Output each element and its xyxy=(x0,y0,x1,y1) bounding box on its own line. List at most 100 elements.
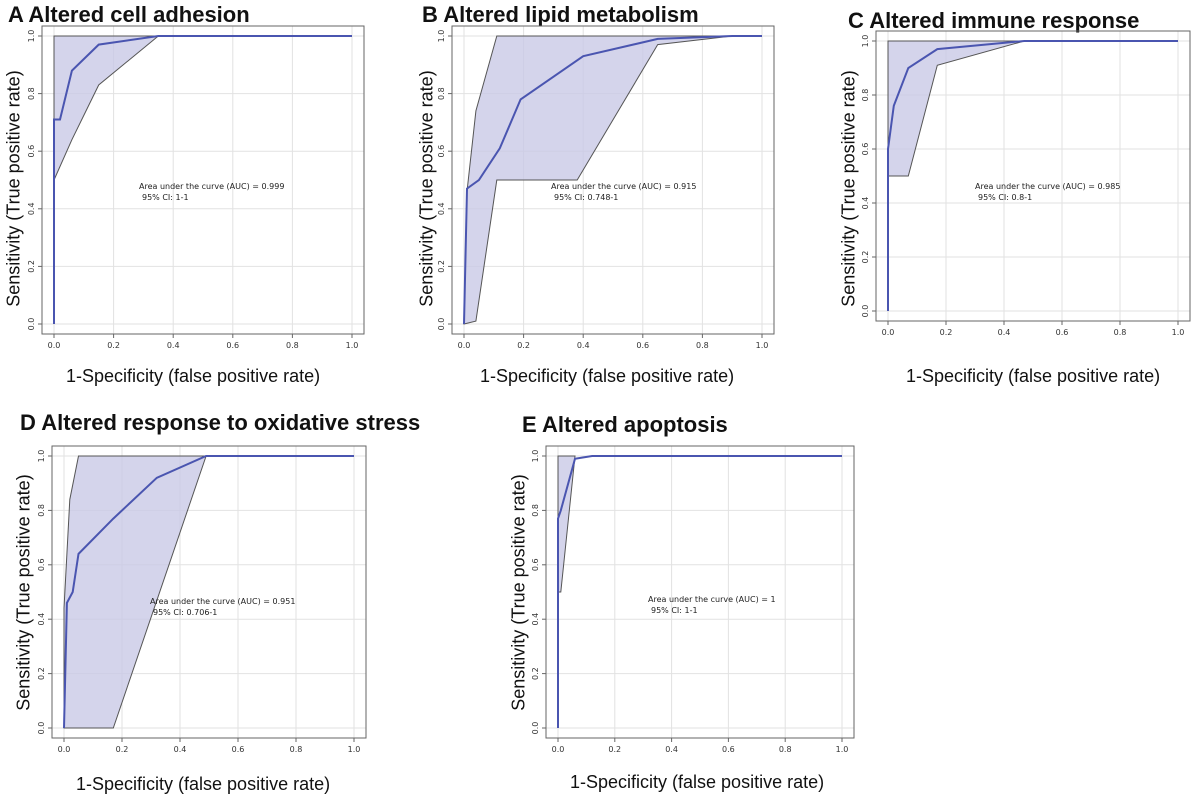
y-tick-label-c: 0.8 xyxy=(861,89,870,102)
roc-plot-c: 0.0 0.2 0.4 0.6 0.8 1.0 0.0 0.2 0.4 0.6 0.8 1.0 xyxy=(861,30,1191,337)
roc-curve-c xyxy=(887,40,1178,311)
x-tick-label-a: 0.6 xyxy=(226,341,239,350)
x-tick-label-a: 0.0 xyxy=(48,341,61,350)
x-tick-label-d: 1.0 xyxy=(348,745,361,754)
y-axis-label-b: Sensitivity (True positive rate) xyxy=(416,70,437,307)
roc-plot-d: 0.0 0.2 0.4 0.6 0.8 1.0 0.0 0.2 0.4 0.6 0.8 1.0 xyxy=(37,445,367,754)
plot-frame-d xyxy=(51,445,367,739)
x-tick-label-b: 0.6 xyxy=(636,341,649,350)
panel-title-b: B Altered lipid metabolism xyxy=(422,2,699,27)
x-tick-label-b: 0.2 xyxy=(517,341,530,350)
auc-annotation-c: Area under the curve (AUC) = 0.985 95% C… xyxy=(975,182,1121,202)
x-axis-label-a: 1-Specificity (false positive rate) xyxy=(66,366,321,386)
x-tick-label-d: 0.0 xyxy=(58,745,71,754)
y-tick-label-e: 1.0 xyxy=(531,450,540,463)
x-tick-label-c: 0.0 xyxy=(882,328,895,337)
x-tick-label-a: 1.0 xyxy=(346,341,359,350)
y-tick-label-a: 0.2 xyxy=(27,260,36,273)
x-tick-label-d: 0.8 xyxy=(290,745,303,754)
x-tick-label-b: 0.8 xyxy=(696,341,709,350)
x-tick-label-c: 0.4 xyxy=(998,328,1011,337)
y-tick-label-d: 0.8 xyxy=(37,504,46,517)
x-tick-label-e: 0.6 xyxy=(722,745,735,754)
y-tick-label-b: 0.2 xyxy=(437,260,446,273)
roc-plot-b: 0.0 0.2 0.4 0.6 0.8 1.0 0.0 0.2 0.4 0.6 0.8 1.0 xyxy=(437,25,775,350)
y-tick-label-e: 0.8 xyxy=(531,504,540,517)
roc-plot-a: 0.0 0.2 0.4 0.6 0.8 1.0 0.0 0.2 0.4 0.6 0.8 1.0 xyxy=(27,25,365,350)
y-tick-label-c: 1.0 xyxy=(861,35,870,48)
auc-annotation-d: Area under the curve (AUC) = 0.951 95% C… xyxy=(150,597,296,617)
y-tick-label-d: 0.6 xyxy=(37,558,46,571)
ci-band-e xyxy=(557,455,576,593)
y-tick-label-a: 1.0 xyxy=(27,30,36,43)
y-tick-label-a: 0.0 xyxy=(27,318,36,331)
y-axis-label-c: Sensitivity (True positive rate) xyxy=(838,70,859,307)
x-tick-label-b: 0.4 xyxy=(577,341,590,350)
x-tick-label-d: 0.4 xyxy=(174,745,187,754)
ci-band-c xyxy=(887,40,1025,177)
y-tick-label-b: 0.6 xyxy=(437,145,446,158)
ci-band-d xyxy=(63,455,207,729)
y-tick-label-d: 1.0 xyxy=(37,450,46,463)
x-tick-label-d: 0.6 xyxy=(232,745,245,754)
y-axis-label-a: Sensitivity (True positive rate) xyxy=(3,70,24,307)
x-axis-label-d: 1-Specificity (false positive rate) xyxy=(76,774,331,794)
y-tick-label-b: 0.4 xyxy=(437,202,446,215)
x-tick-label-b: 0.0 xyxy=(458,341,471,350)
y-tick-label-e: 0.0 xyxy=(531,722,540,735)
y-tick-label-d: 0.4 xyxy=(37,613,46,626)
y-tick-label-e: 0.6 xyxy=(531,558,540,571)
plot-frame-e xyxy=(545,445,855,739)
y-tick-label-b: 0.8 xyxy=(437,87,446,100)
panel-title-e: E Altered apoptosis xyxy=(522,412,728,437)
x-tick-label-e: 0.4 xyxy=(665,745,678,754)
x-tick-label-e: 1.0 xyxy=(836,745,849,754)
x-tick-label-e: 0.8 xyxy=(779,745,792,754)
x-axis-label-b: 1-Specificity (false positive rate) xyxy=(480,366,735,386)
auc-annotation-a: Area under the curve (AUC) = 0.999 95% C… xyxy=(139,182,285,202)
x-tick-label-c: 0.8 xyxy=(1114,328,1127,337)
x-tick-label-a: 0.4 xyxy=(167,341,180,350)
roc-curve-e xyxy=(557,455,842,728)
x-tick-label-e: 0.2 xyxy=(608,745,621,754)
x-tick-label-c: 0.6 xyxy=(1056,328,1069,337)
roc-curve-b xyxy=(463,35,762,325)
y-tick-label-c: 0.0 xyxy=(861,305,870,318)
y-tick-label-b: 1.0 xyxy=(437,30,446,43)
x-axis-label-c: 1-Specificity (false positive rate) xyxy=(906,366,1161,386)
plot-frame-a xyxy=(41,25,365,335)
x-tick-label-c: 1.0 xyxy=(1172,328,1185,337)
y-tick-label-b: 0.0 xyxy=(437,318,446,331)
y-tick-label-c: 0.4 xyxy=(861,197,870,210)
y-tick-label-c: 0.2 xyxy=(861,251,870,264)
roc-curve-a xyxy=(53,35,352,324)
x-axis-label-e: 1-Specificity (false positive rate) xyxy=(570,772,825,792)
x-tick-label-b: 1.0 xyxy=(756,341,769,350)
roc-plot-e: 0.0 0.2 0.4 0.6 0.8 1.0 0.0 0.2 0.4 0.6 0.8 1.0 xyxy=(531,445,855,754)
panel-title-a: A Altered cell adhesion xyxy=(8,2,250,27)
y-axis-label-d: Sensitivity (True positive rate) xyxy=(13,474,34,711)
y-tick-label-d: 0.0 xyxy=(37,722,46,735)
ci-band-b xyxy=(463,35,733,325)
auc-annotation-e: Area under the curve (AUC) = 1 95% CI: 1… xyxy=(648,595,776,615)
y-tick-label-e: 0.2 xyxy=(531,667,540,680)
y-tick-label-c: 0.6 xyxy=(861,143,870,156)
y-tick-label-a: 0.8 xyxy=(27,87,36,100)
panel-title-d: D Altered response to oxidative stress xyxy=(20,410,421,435)
y-tick-label-e: 0.4 xyxy=(531,613,540,626)
plot-frame-c xyxy=(875,30,1191,322)
x-tick-label-d: 0.2 xyxy=(116,745,129,754)
y-tick-label-d: 0.2 xyxy=(37,667,46,680)
panel-title-c: C Altered immune response xyxy=(848,8,1140,33)
y-tick-label-a: 0.4 xyxy=(27,202,36,215)
x-tick-label-a: 0.2 xyxy=(107,341,120,350)
roc-curve-d xyxy=(63,455,354,729)
plot-frame-b xyxy=(451,25,775,335)
y-tick-label-a: 0.6 xyxy=(27,145,36,158)
auc-annotation-b: Area under the curve (AUC) = 0.915 95% C… xyxy=(551,182,697,202)
x-tick-label-c: 0.2 xyxy=(940,328,953,337)
ci-band-a xyxy=(53,35,160,181)
x-tick-label-e: 0.0 xyxy=(552,745,565,754)
x-tick-label-a: 0.8 xyxy=(286,341,299,350)
y-axis-label-e: Sensitivity (True positive rate) xyxy=(508,474,529,711)
